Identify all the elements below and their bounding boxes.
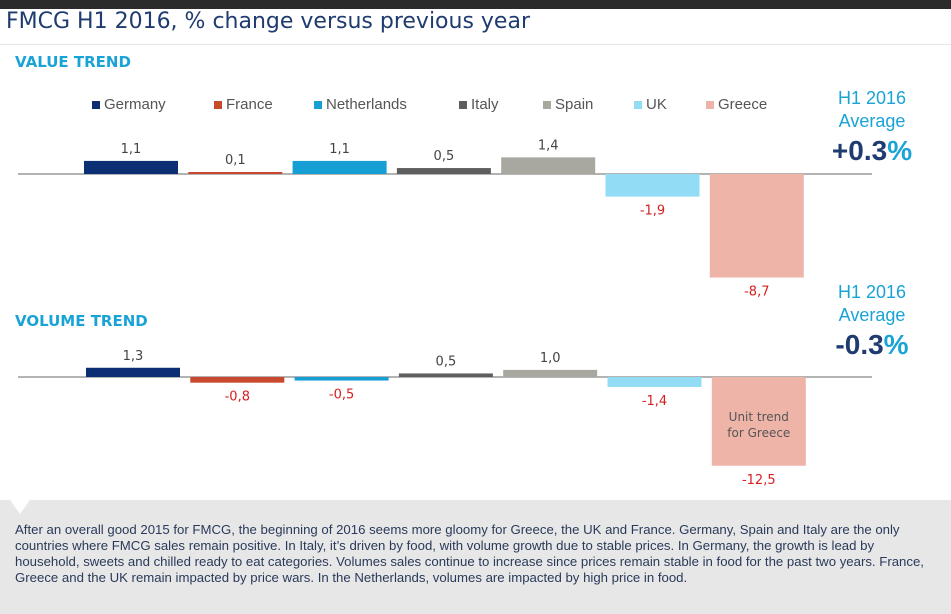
- chart-legend: Germany France Netherlands Italy Spain UK Gree…: [0, 96, 951, 116]
- volume-average-unit: %: [883, 329, 909, 360]
- bar-value-italy: [396, 168, 491, 174]
- bar-volume-france: [190, 377, 285, 383]
- legend-item-greece: Greece: [706, 96, 767, 113]
- legend-item-italy: Italy: [459, 96, 499, 113]
- value-trend-label: VALUE TREND: [15, 53, 131, 71]
- legend-item-germany: Germany: [92, 96, 166, 113]
- legend-item-france: France: [214, 96, 273, 113]
- legend-item-netherlands: Netherlands: [314, 96, 407, 113]
- legend-item-spain: Spain: [543, 96, 593, 113]
- data-label: -0,8: [225, 390, 250, 405]
- legend-swatch: [314, 100, 322, 109]
- bar-volume-netherlands: [294, 377, 389, 381]
- legend-label: Netherlands: [326, 96, 407, 113]
- data-label: 0,5: [436, 354, 457, 369]
- data-label: -1,4: [642, 394, 667, 409]
- data-label: -1,9: [640, 204, 665, 219]
- volume-average-number: -0.3: [835, 329, 884, 360]
- legend-swatch: [634, 100, 642, 109]
- legend-swatch: [543, 100, 551, 109]
- annotation-line-1: Unit trend: [729, 410, 789, 424]
- value-average-unit: %: [887, 135, 913, 166]
- trend-chart: 1,1 0,1 1,1 0,5 1,4 -1,9 -8,7 1,3 -0,8 -0,5 0,5 1,0…: [18, 138, 872, 488]
- value-average-number: +0.3: [831, 135, 888, 166]
- legend-item-uk: UK: [634, 96, 667, 113]
- data-label: 1,1: [121, 142, 142, 157]
- legend-label: Greece: [718, 96, 768, 113]
- volume-average-figure: -0.3%: [812, 327, 932, 363]
- bar-value-germany: [84, 160, 178, 174]
- data-label: 1,0: [540, 351, 561, 366]
- data-label: -0,5: [329, 388, 354, 403]
- legend-label: Germany: [104, 96, 166, 113]
- commentary-text: After an overall good 2015 for FMCG, the…: [15, 522, 924, 585]
- bar-volume-germany: [86, 367, 180, 377]
- value-average: H1 2016 Average +0.3%: [812, 87, 932, 169]
- value-average-label-1: H1 2016: [837, 88, 907, 108]
- bar-volume-spain: [503, 369, 598, 377]
- volume-average: H1 2016 Average -0.3%: [812, 281, 932, 363]
- commentary-notch: [10, 500, 30, 514]
- legend-swatch: [706, 100, 714, 109]
- legend-swatch: [214, 100, 222, 109]
- data-label: 1,4: [538, 138, 559, 153]
- value-average-figure: +0.3%: [812, 133, 932, 169]
- top-bar: [0, 0, 951, 9]
- data-label: 0,5: [434, 149, 455, 164]
- legend-label: France: [226, 96, 273, 113]
- title-divider: [0, 44, 951, 45]
- value-average-label-2: Average: [838, 111, 906, 131]
- bar-value-greece: [709, 174, 804, 278]
- legend-label: UK: [646, 96, 667, 113]
- bar-value-netherlands: [292, 160, 387, 174]
- bar-volume-uk: [607, 377, 702, 387]
- data-label: -12,5: [742, 473, 776, 488]
- legend-swatch: [92, 100, 100, 109]
- volume-average-label-1: H1 2016: [837, 282, 907, 302]
- volume-trend-label: VOLUME TREND: [15, 312, 148, 330]
- data-label: 1,1: [329, 142, 350, 157]
- bar-value-france: [188, 172, 283, 174]
- bar-volume-greece: [711, 377, 806, 466]
- data-label: -8,7: [744, 285, 769, 300]
- bar-value-spain: [501, 157, 596, 174]
- data-label: 0,1: [225, 153, 246, 168]
- volume-average-label-2: Average: [838, 305, 906, 325]
- legend-label: Spain: [555, 96, 594, 113]
- annotation-line-2: for Greece: [727, 426, 790, 440]
- page-title: FMCG H1 2016, % change versus previous y…: [6, 9, 530, 34]
- legend-label: Italy: [471, 96, 499, 113]
- bar-value-uk: [605, 174, 700, 197]
- commentary-box: After an overall good 2015 for FMCG, the…: [0, 500, 951, 614]
- data-label: 1,3: [123, 349, 144, 364]
- legend-swatch: [459, 100, 467, 109]
- bar-volume-italy: [398, 373, 493, 377]
